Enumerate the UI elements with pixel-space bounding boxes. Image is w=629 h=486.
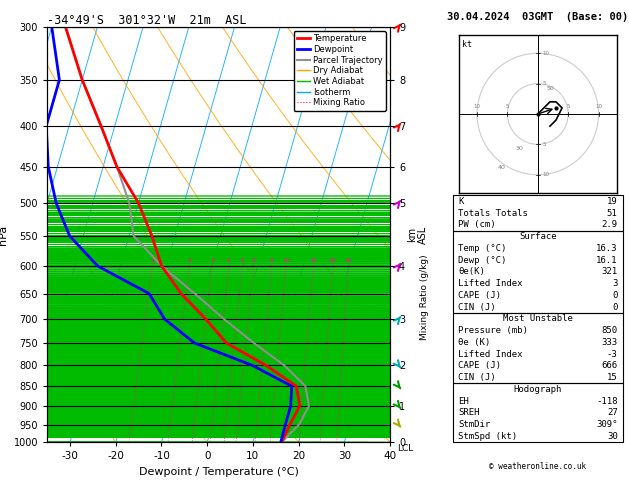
Text: 5: 5 [506,104,509,109]
Text: -118: -118 [596,397,618,406]
Text: StmSpd (kt): StmSpd (kt) [458,432,517,441]
Text: Dewp (°C): Dewp (°C) [458,256,506,264]
Text: 5: 5 [566,104,570,109]
Text: Most Unstable: Most Unstable [503,314,573,323]
Text: 3: 3 [612,279,618,288]
Text: 0: 0 [612,291,618,300]
Text: 25: 25 [345,259,352,263]
Text: θe (K): θe (K) [458,338,490,347]
Text: CIN (J): CIN (J) [458,303,496,312]
Text: θe(K): θe(K) [458,267,485,276]
Text: -34°49'S  301°32'W  21m  ASL: -34°49'S 301°32'W 21m ASL [47,14,247,27]
Text: PW (cm): PW (cm) [458,220,496,229]
Text: Mixing Ratio (g/kg): Mixing Ratio (g/kg) [420,254,429,340]
Bar [453,383,623,442]
Bar [453,195,623,231]
Text: kt: kt [462,40,472,49]
Text: Pressure (mb): Pressure (mb) [458,326,528,335]
Text: Surface: Surface [519,232,557,241]
Text: -3: -3 [607,349,618,359]
Text: 6: 6 [252,259,255,263]
Text: 15: 15 [309,259,317,263]
X-axis label: Dewpoint / Temperature (°C): Dewpoint / Temperature (°C) [138,467,299,477]
Text: 27: 27 [607,408,618,417]
Text: CIN (J): CIN (J) [458,373,496,382]
Bar [453,313,623,383]
Text: 19: 19 [607,197,618,206]
Text: StmDir: StmDir [458,420,490,429]
Text: 16.3: 16.3 [596,244,618,253]
Text: 30: 30 [607,432,618,441]
Text: Temp (°C): Temp (°C) [458,244,506,253]
Text: LCL: LCL [397,444,413,453]
Text: Totals Totals: Totals Totals [458,208,528,218]
Text: 850: 850 [601,326,618,335]
Text: Lifted Index: Lifted Index [458,279,523,288]
Text: 20: 20 [329,259,337,263]
Text: 40: 40 [498,165,505,170]
Text: 8: 8 [270,259,274,263]
Text: Hodograph: Hodograph [514,385,562,394]
Text: 10: 10 [543,172,550,177]
Text: CAPE (J): CAPE (J) [458,291,501,300]
Text: Lifted Index: Lifted Index [458,349,523,359]
Legend: Temperature, Dewpoint, Parcel Trajectory, Dry Adiabat, Wet Adiabat, Isotherm, Mi: Temperature, Dewpoint, Parcel Trajectory… [294,31,386,110]
Text: 10: 10 [282,259,290,263]
Text: 2.9: 2.9 [601,220,618,229]
Text: 30.04.2024  03GMT  (Base: 00): 30.04.2024 03GMT (Base: 00) [447,12,628,22]
Text: 16.1: 16.1 [596,256,618,264]
Text: CAPE (J): CAPE (J) [458,362,501,370]
Text: 10: 10 [543,51,550,56]
Text: 2: 2 [187,259,191,263]
Text: 0: 0 [612,303,618,312]
Text: 10: 10 [474,104,481,109]
Y-axis label: hPa: hPa [0,225,8,244]
Text: 666: 666 [601,362,618,370]
Text: © weatheronline.co.uk: © weatheronline.co.uk [489,462,586,471]
Text: 51: 51 [607,208,618,218]
Text: 321: 321 [601,267,618,276]
Text: K: K [458,197,464,206]
Text: 5: 5 [543,81,546,86]
Text: EH: EH [458,397,469,406]
Y-axis label: km
ASL: km ASL [406,226,428,243]
Text: 5: 5 [543,142,546,147]
Text: 10: 10 [595,104,602,109]
Text: SREH: SREH [458,408,479,417]
Text: 15: 15 [607,373,618,382]
Text: 5: 5 [240,259,244,263]
Text: 3: 3 [210,259,214,263]
Text: 333: 333 [601,338,618,347]
Text: 4: 4 [227,259,231,263]
Bar [453,231,623,313]
Text: 309°: 309° [596,420,618,429]
Text: 30: 30 [516,146,523,152]
Text: 1: 1 [150,259,154,263]
Text: 50: 50 [546,86,554,91]
